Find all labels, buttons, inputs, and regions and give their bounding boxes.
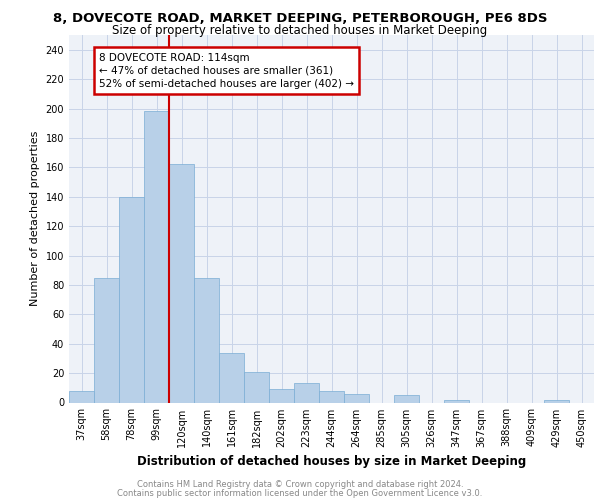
Bar bbox=[219, 352, 244, 403]
Bar bbox=[144, 112, 169, 403]
X-axis label: Distribution of detached houses by size in Market Deeping: Distribution of detached houses by size … bbox=[137, 455, 526, 468]
Bar bbox=[244, 372, 269, 402]
Bar bbox=[169, 164, 194, 402]
Text: 8, DOVECOTE ROAD, MARKET DEEPING, PETERBOROUGH, PE6 8DS: 8, DOVECOTE ROAD, MARKET DEEPING, PETERB… bbox=[53, 12, 547, 26]
Bar bbox=[294, 384, 319, 402]
Text: Size of property relative to detached houses in Market Deeping: Size of property relative to detached ho… bbox=[112, 24, 488, 37]
Bar bbox=[394, 395, 419, 402]
Bar bbox=[269, 390, 294, 402]
Text: 8 DOVECOTE ROAD: 114sqm
← 47% of detached houses are smaller (361)
52% of semi-d: 8 DOVECOTE ROAD: 114sqm ← 47% of detache… bbox=[99, 52, 354, 89]
Bar bbox=[319, 390, 344, 402]
Bar bbox=[94, 278, 119, 402]
Bar bbox=[544, 400, 569, 402]
Bar bbox=[119, 196, 144, 402]
Bar bbox=[69, 390, 94, 402]
Text: Contains HM Land Registry data © Crown copyright and database right 2024.: Contains HM Land Registry data © Crown c… bbox=[137, 480, 463, 489]
Text: Contains public sector information licensed under the Open Government Licence v3: Contains public sector information licen… bbox=[118, 488, 482, 498]
Bar bbox=[194, 278, 219, 402]
Y-axis label: Number of detached properties: Number of detached properties bbox=[30, 131, 40, 306]
Bar bbox=[344, 394, 369, 402]
Bar bbox=[444, 400, 469, 402]
